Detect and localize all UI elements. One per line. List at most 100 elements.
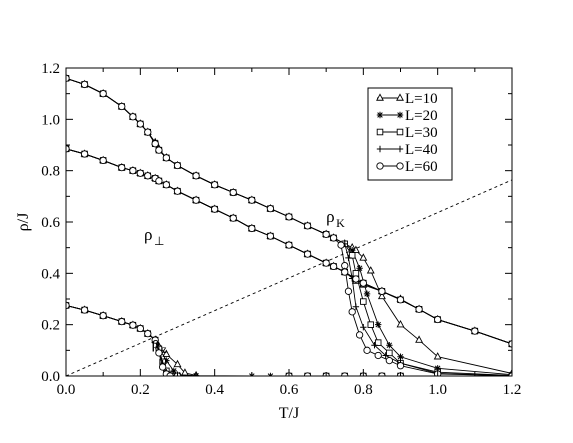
data-point <box>136 324 144 333</box>
data-point <box>322 259 330 267</box>
x-axis-label: T/J <box>279 405 299 422</box>
data-point <box>99 156 107 165</box>
data-point <box>351 245 360 253</box>
data-point <box>266 205 275 213</box>
legend-label: L=20 <box>405 108 438 124</box>
data-point <box>360 324 367 331</box>
series-rhoZ-star <box>66 302 512 376</box>
legend-marker <box>396 111 404 119</box>
legend: L=10L=20L=30L=40L=60 <box>367 87 453 181</box>
data-point <box>348 247 356 254</box>
data-point <box>118 163 126 172</box>
legend-marker <box>396 128 404 136</box>
legend-marker <box>376 145 384 153</box>
data-point <box>433 352 442 360</box>
legend-item: L=10 <box>376 91 438 107</box>
data-point <box>378 287 386 295</box>
data-point <box>170 367 177 375</box>
data-point <box>155 349 163 357</box>
y-tick-label: 0.8 <box>41 164 60 180</box>
data-point <box>173 187 182 195</box>
data-point <box>356 265 363 272</box>
data-point <box>285 213 293 221</box>
legend-label: L=60 <box>405 159 438 175</box>
data-point <box>285 241 293 249</box>
legend-label: L=10 <box>405 91 438 107</box>
data-point <box>434 315 442 324</box>
data-point <box>352 275 360 283</box>
data-point <box>158 363 167 371</box>
data-point <box>434 365 441 372</box>
data-point <box>118 317 126 326</box>
data-point <box>80 80 89 89</box>
data-point <box>211 205 219 213</box>
data-point <box>345 254 352 262</box>
series-rhoZ-circle <box>66 301 512 376</box>
data-point <box>66 145 70 153</box>
series-rhoK-circle <box>66 74 512 376</box>
data-point <box>144 128 152 136</box>
data-point <box>151 140 159 148</box>
data-point <box>151 336 159 344</box>
legend-label: L=30 <box>405 125 438 141</box>
legend-marker <box>376 111 384 119</box>
y-tick-label: 0.4 <box>41 266 60 282</box>
y-tick-label: 1.2 <box>41 61 60 77</box>
data-point <box>173 359 182 368</box>
y-tick-label: 1.0 <box>41 112 60 128</box>
data-point <box>129 167 137 175</box>
data-point <box>363 290 371 298</box>
legend-marker <box>376 128 384 136</box>
data-point <box>367 321 375 328</box>
data-point <box>359 279 367 287</box>
x-tick-label: 0.6 <box>280 382 299 398</box>
series-rhoZ-square <box>66 302 512 376</box>
annotation-text: ρ <box>151 333 159 352</box>
legend-marker <box>396 162 404 170</box>
data-point <box>348 252 356 259</box>
data-point <box>386 349 393 357</box>
y-tick-label: 0.0 <box>41 369 60 385</box>
data-point <box>303 222 312 230</box>
data-point <box>303 250 312 258</box>
x-tick-label: 0.8 <box>354 382 373 398</box>
y-tick-label: 0.2 <box>41 318 60 334</box>
legend-marker <box>396 145 404 153</box>
data-point <box>155 146 163 154</box>
legend-label: L=40 <box>405 142 438 158</box>
data-point <box>66 301 70 310</box>
series-rhoPerp-circle <box>66 145 512 348</box>
data-point <box>377 291 386 300</box>
data-point <box>266 232 275 240</box>
data-point <box>396 296 405 304</box>
reference-dashed-line <box>66 179 512 376</box>
data-point <box>366 266 375 274</box>
series-rhoZ-plus <box>66 302 512 376</box>
data-point <box>382 352 389 359</box>
data-point <box>99 90 107 98</box>
data-point <box>329 262 338 271</box>
series-line <box>66 304 512 376</box>
data-point <box>66 74 70 82</box>
annotation-subscript: K <box>336 216 345 230</box>
annotation-label: ρ ⊥ <box>144 225 164 248</box>
data-point <box>248 196 256 204</box>
data-point <box>329 234 338 242</box>
data-point <box>192 172 200 180</box>
data-point <box>136 169 144 177</box>
data-point <box>374 339 382 346</box>
data-point <box>348 308 356 316</box>
legend-item: L=60 <box>376 159 438 175</box>
data-point <box>359 253 368 261</box>
data-point <box>163 357 170 364</box>
data-point <box>385 356 393 365</box>
data-point <box>118 102 126 111</box>
legend-marker <box>396 93 404 101</box>
data-point <box>374 351 382 360</box>
data-point <box>355 331 364 339</box>
data-point <box>248 224 256 233</box>
data-point <box>129 321 137 329</box>
x-tick-label: 1.0 <box>428 382 447 398</box>
